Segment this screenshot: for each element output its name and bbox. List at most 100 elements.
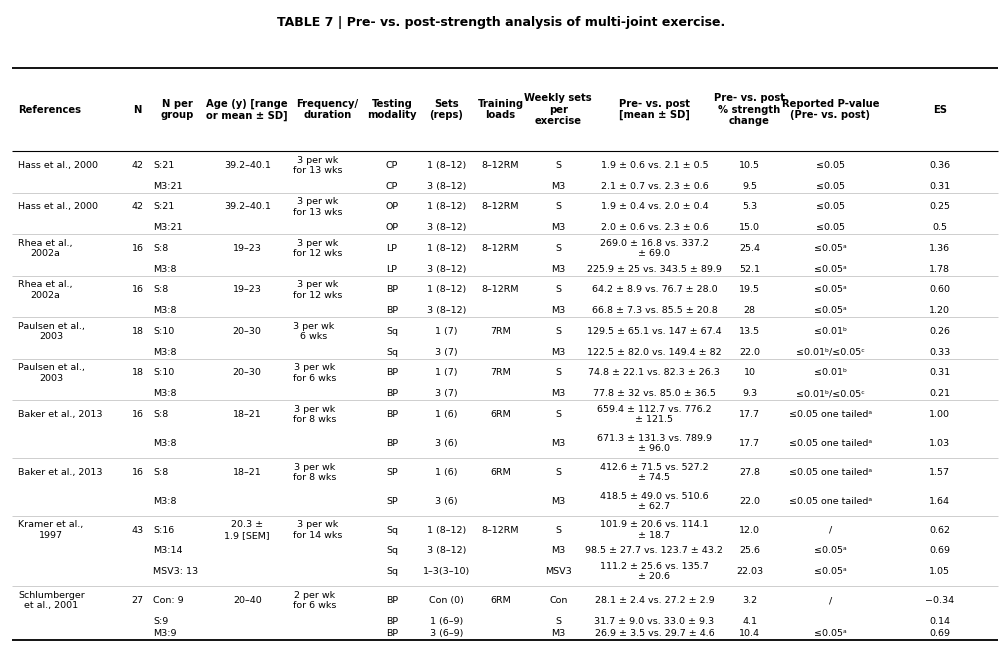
Text: M3: M3 <box>550 389 565 399</box>
Text: S:8: S:8 <box>153 286 168 294</box>
Text: 101.9 ± 20.6 vs. 114.1
± 18.7: 101.9 ± 20.6 vs. 114.1 ± 18.7 <box>599 520 708 540</box>
Text: 0.21: 0.21 <box>929 389 949 399</box>
Text: OP: OP <box>385 224 398 232</box>
Text: 2.1 ± 0.7 vs. 2.3 ± 0.6: 2.1 ± 0.7 vs. 2.3 ± 0.6 <box>600 181 707 191</box>
Text: 22.03: 22.03 <box>735 567 763 576</box>
Text: 5.3: 5.3 <box>741 202 757 211</box>
Text: 0.5: 0.5 <box>932 224 946 232</box>
Text: ≤0.01ᵇ: ≤0.01ᵇ <box>813 369 846 378</box>
Text: S:21: S:21 <box>153 202 174 211</box>
Text: M3: M3 <box>550 629 565 638</box>
Text: −0.34: −0.34 <box>924 596 954 605</box>
Text: 31.7 ± 9.0 vs. 33.0 ± 9.3: 31.7 ± 9.0 vs. 33.0 ± 9.3 <box>594 617 713 626</box>
Text: 1 (8–12): 1 (8–12) <box>426 202 466 211</box>
Text: 1.00: 1.00 <box>929 410 949 419</box>
Text: 3 per wk
for 14 wks: 3 per wk for 14 wks <box>293 520 342 540</box>
Text: 269.0 ± 16.8 vs. 337.2
± 69.0: 269.0 ± 16.8 vs. 337.2 ± 69.0 <box>599 239 708 258</box>
Text: ≤0.05: ≤0.05 <box>815 224 844 232</box>
Text: 9.5: 9.5 <box>741 181 757 191</box>
Text: 0.36: 0.36 <box>928 161 950 170</box>
Text: M3: M3 <box>550 307 565 315</box>
Text: 659.4 ± 112.7 vs. 776.2
± 121.5: 659.4 ± 112.7 vs. 776.2 ± 121.5 <box>596 405 711 424</box>
Text: S:8: S:8 <box>153 468 168 477</box>
Text: 10.5: 10.5 <box>738 161 760 170</box>
Text: S:8: S:8 <box>153 244 168 253</box>
Text: BP: BP <box>386 369 398 378</box>
Text: M3:8: M3:8 <box>153 389 176 399</box>
Text: BP: BP <box>386 389 398 399</box>
Text: 20.3 ±
1.9 [SEM]: 20.3 ± 1.9 [SEM] <box>224 520 270 540</box>
Text: 52.1: 52.1 <box>738 265 760 273</box>
Text: ≤0.05ᵃ: ≤0.05ᵃ <box>814 307 846 315</box>
Text: Schlumberger
et al., 2001: Schlumberger et al., 2001 <box>18 591 85 610</box>
Text: 1 (6): 1 (6) <box>435 468 457 477</box>
Text: 8–12RM: 8–12RM <box>481 161 519 170</box>
Text: BP: BP <box>386 286 398 294</box>
Text: S:21: S:21 <box>153 161 174 170</box>
Text: 8–12RM: 8–12RM <box>481 244 519 253</box>
Text: ≤0.05: ≤0.05 <box>815 181 844 191</box>
Text: S:10: S:10 <box>153 327 174 336</box>
Text: 1.78: 1.78 <box>929 265 949 273</box>
Text: 42: 42 <box>131 202 143 211</box>
Text: 25.6: 25.6 <box>738 546 760 555</box>
Text: Rhea et al.,
2002a: Rhea et al., 2002a <box>18 239 72 258</box>
Text: /: / <box>828 526 832 535</box>
Text: 3 (8–12): 3 (8–12) <box>426 224 466 232</box>
Text: References: References <box>18 104 81 115</box>
Text: 1.20: 1.20 <box>929 307 949 315</box>
Text: 18–21: 18–21 <box>232 468 262 477</box>
Text: MSV3: MSV3 <box>544 567 571 576</box>
Text: Kramer et al.,
1997: Kramer et al., 1997 <box>18 520 83 540</box>
Text: 3 per wk
for 6 wks: 3 per wk for 6 wks <box>293 364 336 383</box>
Text: ≤0.05: ≤0.05 <box>815 161 844 170</box>
Text: S: S <box>555 369 561 378</box>
Text: Con: 9: Con: 9 <box>153 596 183 605</box>
Text: 43: 43 <box>131 526 143 535</box>
Text: 3 per wk
for 12 wks: 3 per wk for 12 wks <box>293 281 342 299</box>
Text: 22.0: 22.0 <box>738 497 760 506</box>
Text: S:9: S:9 <box>153 617 168 626</box>
Text: 64.2 ± 8.9 vs. 76.7 ± 28.0: 64.2 ± 8.9 vs. 76.7 ± 28.0 <box>591 286 716 294</box>
Text: 1 (7): 1 (7) <box>435 327 457 336</box>
Text: 1 (7): 1 (7) <box>435 369 457 378</box>
Text: 3 (6–9): 3 (6–9) <box>429 629 463 638</box>
Text: 3 per wk
for 13 wks: 3 per wk for 13 wks <box>293 156 343 175</box>
Text: 20–30: 20–30 <box>232 327 262 336</box>
Text: 1.64: 1.64 <box>929 497 949 506</box>
Text: 25.4: 25.4 <box>738 244 760 253</box>
Text: 28.1 ± 2.4 vs. 27.2 ± 2.9: 28.1 ± 2.4 vs. 27.2 ± 2.9 <box>594 596 713 605</box>
Text: ≤0.05 one tailedᵃ: ≤0.05 one tailedᵃ <box>788 468 871 477</box>
Text: M3:21: M3:21 <box>153 181 182 191</box>
Text: S: S <box>555 468 561 477</box>
Text: TABLE 7 | Pre- vs. post-strength analysis of multi-joint exercise.: TABLE 7 | Pre- vs. post-strength analysi… <box>278 16 724 29</box>
Text: Baker et al., 2013: Baker et al., 2013 <box>18 468 102 477</box>
Text: 1 (8–12): 1 (8–12) <box>426 526 466 535</box>
Text: 0.31: 0.31 <box>928 181 950 191</box>
Text: 1–3(3–10): 1–3(3–10) <box>422 567 470 576</box>
Text: 7RM: 7RM <box>490 369 510 378</box>
Text: /: / <box>828 596 832 605</box>
Text: ≤0.05ᵃ: ≤0.05ᵃ <box>814 567 846 576</box>
Text: 39.2–40.1: 39.2–40.1 <box>223 161 271 170</box>
Text: 28: 28 <box>742 307 755 315</box>
Text: 10.4: 10.4 <box>738 629 760 638</box>
Text: BP: BP <box>386 596 398 605</box>
Text: 18: 18 <box>131 327 143 336</box>
Text: LP: LP <box>386 244 397 253</box>
Text: 6RM: 6RM <box>490 596 510 605</box>
Text: 3.2: 3.2 <box>741 596 757 605</box>
Text: Reported P-value
(Pre- vs. post): Reported P-value (Pre- vs. post) <box>781 98 878 121</box>
Text: Con (0): Con (0) <box>429 596 463 605</box>
Text: S: S <box>555 202 561 211</box>
Text: 74.8 ± 22.1 vs. 82.3 ± 26.3: 74.8 ± 22.1 vs. 82.3 ± 26.3 <box>588 369 719 378</box>
Text: 1 (8–12): 1 (8–12) <box>426 244 466 253</box>
Text: Rhea et al.,
2002a: Rhea et al., 2002a <box>18 281 72 299</box>
Text: 12.0: 12.0 <box>738 526 760 535</box>
Text: N per
group: N per group <box>160 98 193 121</box>
Text: 13.5: 13.5 <box>738 327 760 336</box>
Text: 10: 10 <box>742 369 755 378</box>
Text: 1 (6): 1 (6) <box>435 410 457 419</box>
Text: 8–12RM: 8–12RM <box>481 286 519 294</box>
Text: ≤0.05ᵃ: ≤0.05ᵃ <box>814 244 846 253</box>
